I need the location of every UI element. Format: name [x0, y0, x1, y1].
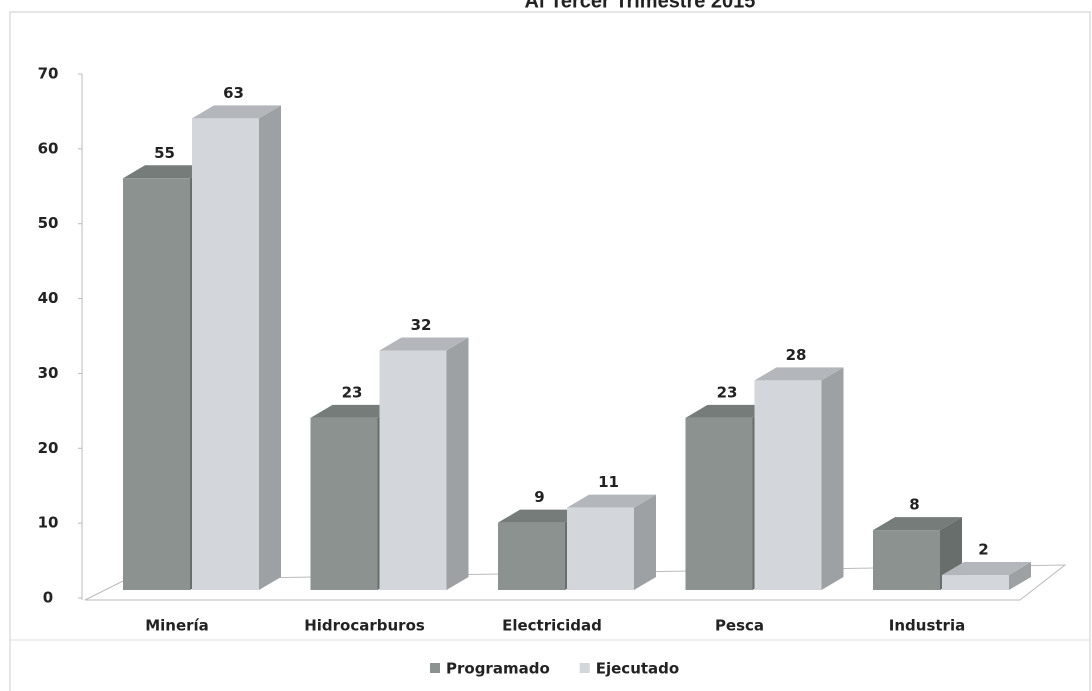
- bar-side: [821, 367, 844, 590]
- y-tick-label: 40: [38, 289, 59, 307]
- bar: [498, 522, 565, 590]
- bar-side: [259, 105, 281, 591]
- bar-side: [1009, 562, 1031, 590]
- legend-label: Ejecutado: [596, 660, 679, 678]
- bar: [567, 507, 634, 590]
- legend-swatch: [579, 663, 590, 673]
- data-label: 23: [717, 383, 738, 401]
- bar: [192, 118, 259, 591]
- bar-top: [873, 517, 962, 531]
- bar-top: [942, 562, 1031, 576]
- data-label: 32: [411, 316, 432, 334]
- legend-swatch: [430, 663, 440, 673]
- bar: [123, 178, 190, 591]
- data-label: 63: [223, 84, 244, 102]
- y-tick-label: 30: [38, 364, 59, 382]
- y-tick-label: 60: [38, 139, 59, 157]
- data-label: 9: [534, 488, 544, 506]
- y-tick-label: 0: [43, 589, 53, 607]
- bar: [310, 417, 378, 590]
- bar-top: [379, 337, 469, 351]
- data-label: 8: [909, 496, 919, 514]
- bar-side: [446, 337, 469, 590]
- legend-label: Programado: [446, 660, 550, 678]
- y-tick-label: 70: [38, 65, 59, 83]
- x-tick-label: Electricidad: [502, 617, 602, 635]
- data-label: 55: [154, 144, 175, 162]
- x-tick-label: Pesca: [715, 617, 764, 635]
- bar-side: [634, 494, 656, 590]
- y-tick-label: 50: [38, 214, 59, 232]
- bar: [379, 350, 447, 590]
- y-tick-label: 20: [38, 439, 59, 457]
- data-label: 23: [342, 383, 363, 401]
- data-label: 2: [978, 541, 988, 559]
- bar-top: [123, 165, 212, 179]
- bar: [754, 380, 822, 590]
- bar-top: [310, 404, 400, 418]
- chart-title: Al Tercer Trimestre 2015: [525, 0, 756, 12]
- bar-top: [567, 494, 656, 508]
- bar-top: [685, 404, 775, 418]
- x-tick-label: Minería: [145, 617, 209, 635]
- data-label: 11: [598, 473, 619, 491]
- bar-top: [754, 367, 844, 381]
- x-tick-label: Industria: [889, 617, 965, 635]
- x-tick-label: Hidrocarburos: [304, 617, 425, 635]
- bar-top: [192, 105, 281, 119]
- bar: [942, 575, 1009, 590]
- bar: [685, 417, 753, 590]
- bar-top: [498, 509, 587, 523]
- data-label: 28: [786, 346, 807, 364]
- y-tick-label: 10: [38, 514, 59, 532]
- bar: [873, 530, 940, 590]
